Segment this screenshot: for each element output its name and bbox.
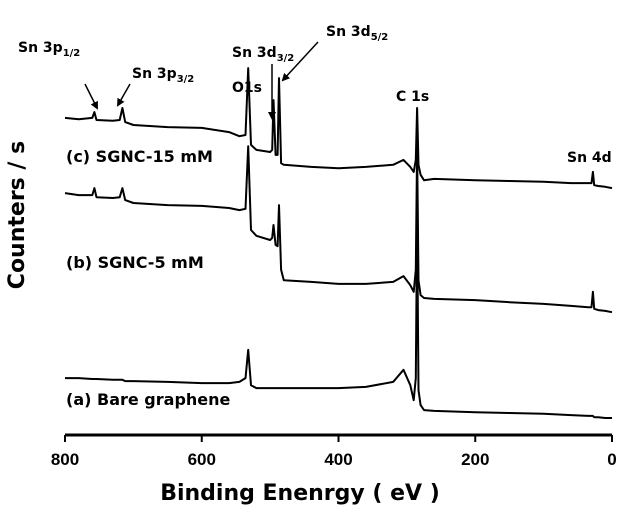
annotation-subscript: 3/2 — [177, 74, 195, 85]
annotation-arrow — [84, 83, 98, 110]
annotation-text: Sn 3p — [132, 66, 177, 82]
annotation-text: C 1s — [396, 89, 429, 105]
annotation: Sn 3p1/2 — [18, 40, 80, 59]
annotation-arrow — [281, 41, 319, 82]
annotation-text: Sn 3d — [232, 45, 277, 61]
annotation-text: Sn 3p — [18, 40, 63, 56]
spectrum-line — [64, 67, 613, 190]
spectrum-line — [64, 145, 613, 314]
annotation: Sn 4d — [567, 150, 612, 166]
annotation-text: Sn 4d — [567, 150, 612, 166]
series-label: (c) SGNC-15 mM — [66, 147, 213, 166]
x-tick-label: 200 — [461, 450, 489, 469]
spectrum-line — [65, 217, 612, 419]
annotation-subscript: 3/2 — [277, 53, 295, 64]
x-tick-label: 600 — [188, 450, 216, 469]
annotation-text: Sn 3d — [326, 24, 371, 40]
x-tick-label: 800 — [51, 450, 79, 469]
annotation: C 1s — [396, 89, 429, 105]
x-tick-label: 0 — [607, 450, 616, 469]
annotation: Sn 3d3/2 — [232, 45, 294, 64]
series-label: (a) Bare graphene — [66, 390, 231, 409]
annotation-subscript: 1/2 — [63, 48, 81, 59]
annotation-text: O1s — [232, 80, 262, 96]
x-axis-label: Binding Enenrgy ( eV ) — [160, 481, 440, 506]
series-label: (b) SGNC-5 mM — [66, 253, 204, 272]
annotation-subscript: 5/2 — [371, 32, 389, 43]
annotation-arrow — [117, 83, 131, 107]
annotation: O1s — [232, 80, 262, 96]
x-tick-label: 400 — [324, 450, 352, 469]
y-axis-label: Counters / s — [5, 141, 30, 289]
annotation: Sn 3d5/2 — [326, 24, 388, 43]
annotation: Sn 3p3/2 — [132, 66, 194, 85]
